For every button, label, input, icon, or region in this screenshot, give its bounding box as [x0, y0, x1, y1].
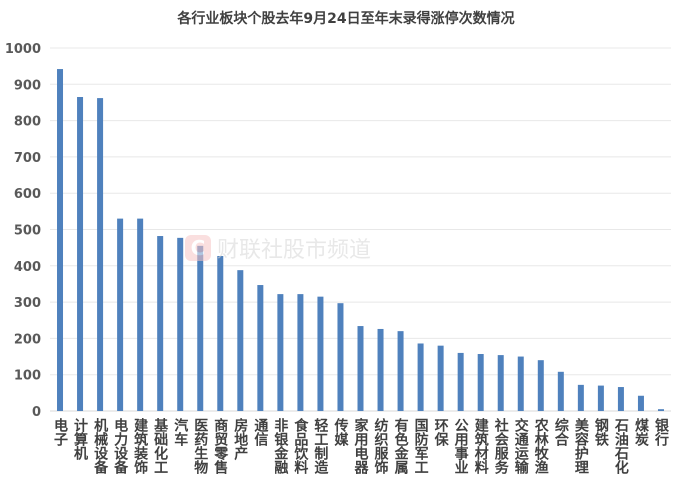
x-tick-label: 电力设备: [112, 418, 129, 474]
y-tick-label: 100: [14, 369, 41, 384]
y-tick-label: 400: [14, 260, 41, 275]
bar-纺织服饰: [377, 328, 384, 411]
x-tick-label: 非银金融: [272, 418, 289, 474]
bar-通信: [257, 285, 264, 411]
x-tick-label: 通信: [252, 418, 269, 446]
x-tick-label: 国防军工: [412, 418, 429, 474]
bar-社会服务: [497, 355, 504, 411]
x-tick-label: 煤炭: [632, 418, 649, 446]
bar-国防军工: [417, 343, 424, 411]
x-tick-label: 石油石化: [612, 418, 629, 474]
y-tick-label: 900: [14, 78, 41, 93]
bar-商贸零售: [217, 255, 224, 411]
y-tick-label: 600: [14, 187, 41, 202]
x-tick-label: 机械设备: [92, 418, 109, 474]
bar-基础化工: [157, 236, 164, 411]
bar-汽车: [177, 237, 184, 411]
y-tick-label: 300: [14, 296, 41, 311]
x-tick-label: 汽车: [172, 418, 189, 446]
bar-建筑材料: [477, 354, 484, 411]
y-tick-label: 200: [14, 332, 41, 347]
x-tick-label: 房地产: [232, 418, 249, 460]
bar-非银金融: [277, 294, 284, 411]
bar-美容护理: [577, 384, 584, 411]
bar-机械设备: [97, 98, 104, 412]
x-tick-label: 纺织服饰: [372, 418, 389, 474]
x-tick-label: 基础化工: [152, 418, 169, 474]
x-tick-label: 公用事业: [452, 418, 469, 474]
bar-钢铁: [597, 385, 604, 411]
bar-环保: [437, 345, 444, 411]
watermark-logo-icon: C: [185, 235, 211, 261]
bar-房地产: [237, 270, 244, 411]
x-tick-label: 社会服务: [492, 418, 509, 474]
bar-建筑装饰: [137, 218, 144, 411]
bar-家用电器: [357, 326, 364, 411]
bar-食品饮料: [297, 294, 304, 411]
bar-计算机: [77, 97, 84, 411]
x-tick-label: 食品饮料: [292, 418, 309, 474]
watermark-text: 财联社股市频道: [217, 238, 372, 263]
y-tick-label: 0: [32, 405, 41, 420]
bar-有色金属: [397, 331, 404, 411]
x-tick-label: 有色金属: [392, 418, 409, 474]
bar-煤炭: [637, 395, 644, 411]
y-tick-label: 500: [14, 224, 41, 239]
bar-综合: [557, 371, 564, 411]
x-tick-label: 电子: [52, 418, 69, 446]
bar-医药生物: [197, 245, 204, 411]
bar-公用事业: [457, 352, 464, 411]
x-tick-label: 传媒: [332, 418, 349, 446]
x-tick-label: 美容护理: [572, 418, 589, 474]
bar-电子: [57, 69, 64, 411]
bar-电力设备: [117, 218, 124, 411]
x-tick-label: 建筑装饰: [132, 418, 149, 474]
bar-轻工制造: [317, 296, 324, 411]
x-tick-label: 环保: [432, 418, 449, 446]
y-tick-label: 700: [14, 151, 41, 166]
x-tick-label: 建筑材料: [472, 418, 489, 474]
x-tick-label: 交通运输: [512, 418, 529, 474]
y-tick-label: 1000: [5, 42, 41, 57]
chart-title: 各行业板块个股去年9月24日至年末录得涨停次数情况: [177, 11, 515, 27]
bar-银行: [657, 409, 664, 411]
bar-交通运输: [517, 356, 524, 411]
x-tick-label: 家用电器: [352, 418, 369, 474]
x-tick-label: 商贸零售: [212, 418, 229, 474]
x-tick-label: 农林牧渔: [532, 418, 549, 474]
bar-石油石化: [617, 387, 624, 411]
bar-传媒: [337, 303, 344, 411]
x-tick-label: 轻工制造: [312, 418, 329, 474]
x-tick-label: 银行: [652, 418, 669, 446]
x-tick-label: 计算机: [72, 418, 89, 460]
x-tick-label: 综合: [552, 418, 569, 446]
x-tick-label: 医药生物: [192, 418, 209, 474]
watermark: C 财联社股市频道: [185, 232, 371, 264]
x-tick-label: 钢铁: [592, 418, 609, 446]
bar-农林牧渔: [537, 360, 544, 411]
y-tick-label: 800: [14, 115, 41, 130]
